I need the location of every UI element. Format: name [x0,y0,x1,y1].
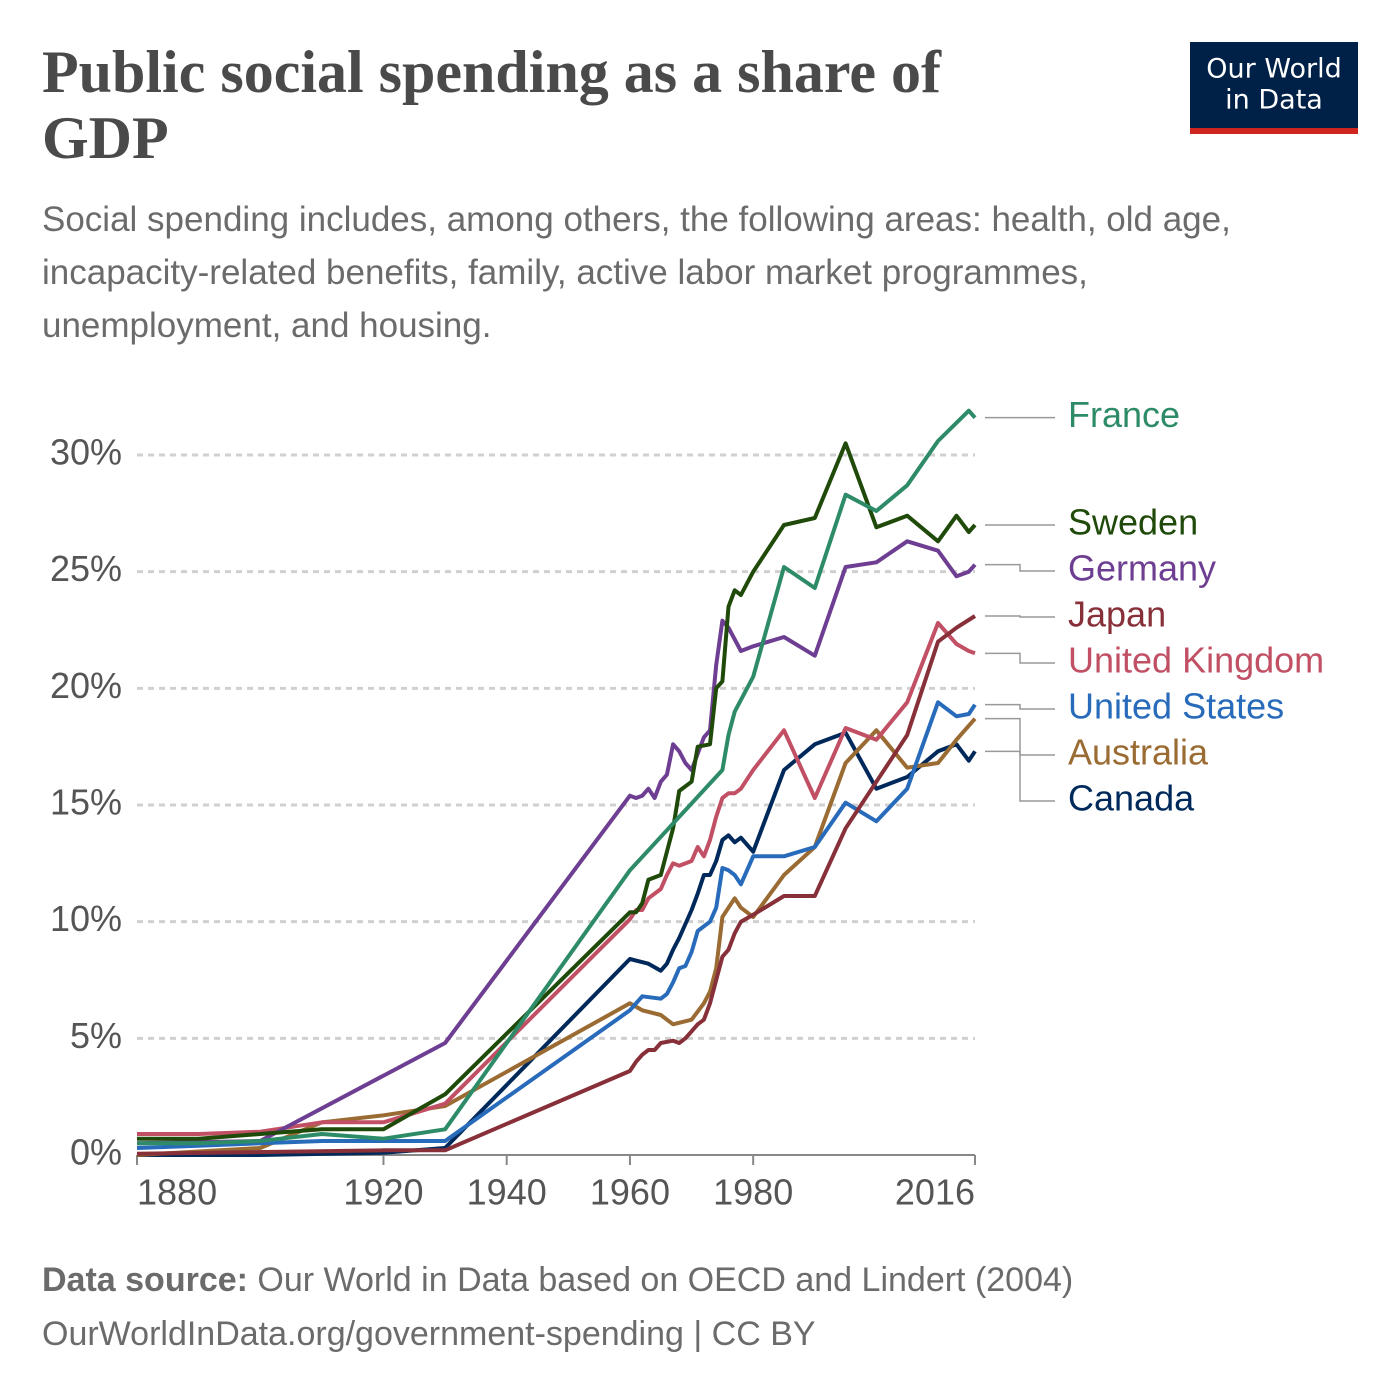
x-tick-label: 1940 [467,1172,547,1213]
series-line [136,700,977,1150]
x-tick-label: 1920 [343,1172,423,1213]
series-line [136,717,977,1157]
text-line: GDP [42,105,169,171]
chart-subtitle: Social spending includes, among others, … [42,200,1241,345]
y-tick-label: 5% [70,1015,122,1056]
x-tick-label: 2016 [895,1172,975,1213]
y-tick-label: 0% [70,1132,122,1173]
logo-text: Our World [1206,54,1341,85]
series-line [136,539,977,1146]
text-line: Public social spending as a share of [42,39,956,105]
series-line [136,614,977,1156]
legend-connector [985,717,1055,756]
series-line [137,408,977,1146]
logo-box [1190,42,1358,128]
series-line [137,730,977,1157]
legend-label: Australia [1068,732,1209,773]
chart-title: Public social spending as a share of GDP [42,39,956,171]
source: Data source: Our World in Data based on … [42,1261,1073,1299]
y-tick-label: 30% [50,432,122,473]
text-line: unemployment, and housing. [42,306,491,345]
legend-connector [985,563,1055,572]
source-text: Our World in Data based on OECD and Lind… [257,1261,1073,1299]
legend-label: Japan [1068,594,1166,635]
legend-connector [985,750,1055,802]
legend-label: Sweden [1068,502,1198,543]
y-tick-label: 20% [50,665,122,706]
x-tick-label: 1980 [713,1172,793,1213]
legend-label: Canada [1068,778,1195,819]
legend-label: United Kingdom [1068,640,1324,681]
text-line: Social spending includes, among others, … [42,200,1241,239]
logo-text: in Data [1225,85,1323,116]
logo-stripe [1190,128,1358,134]
legend-connector [985,703,1055,710]
legend-label: United States [1068,686,1284,727]
footer: OurWorldInData.org/government-spending |… [42,1315,816,1353]
legend-connector [985,652,1055,664]
x-tick-label: 1960 [590,1172,670,1213]
text-line: incapacity-related benefits, family, act… [42,253,1098,292]
y-tick-label: 15% [50,782,122,823]
y-tick-label: 25% [50,548,122,589]
series-line [137,441,977,1141]
legend-connector [985,615,1055,618]
y-tick-label: 10% [50,898,122,939]
legend-label: Germany [1068,548,1216,589]
x-tick-label: 1880 [137,1172,217,1213]
source-label: Data source: [42,1261,248,1299]
series-line [137,621,976,1136]
legend-label: France [1068,394,1180,435]
